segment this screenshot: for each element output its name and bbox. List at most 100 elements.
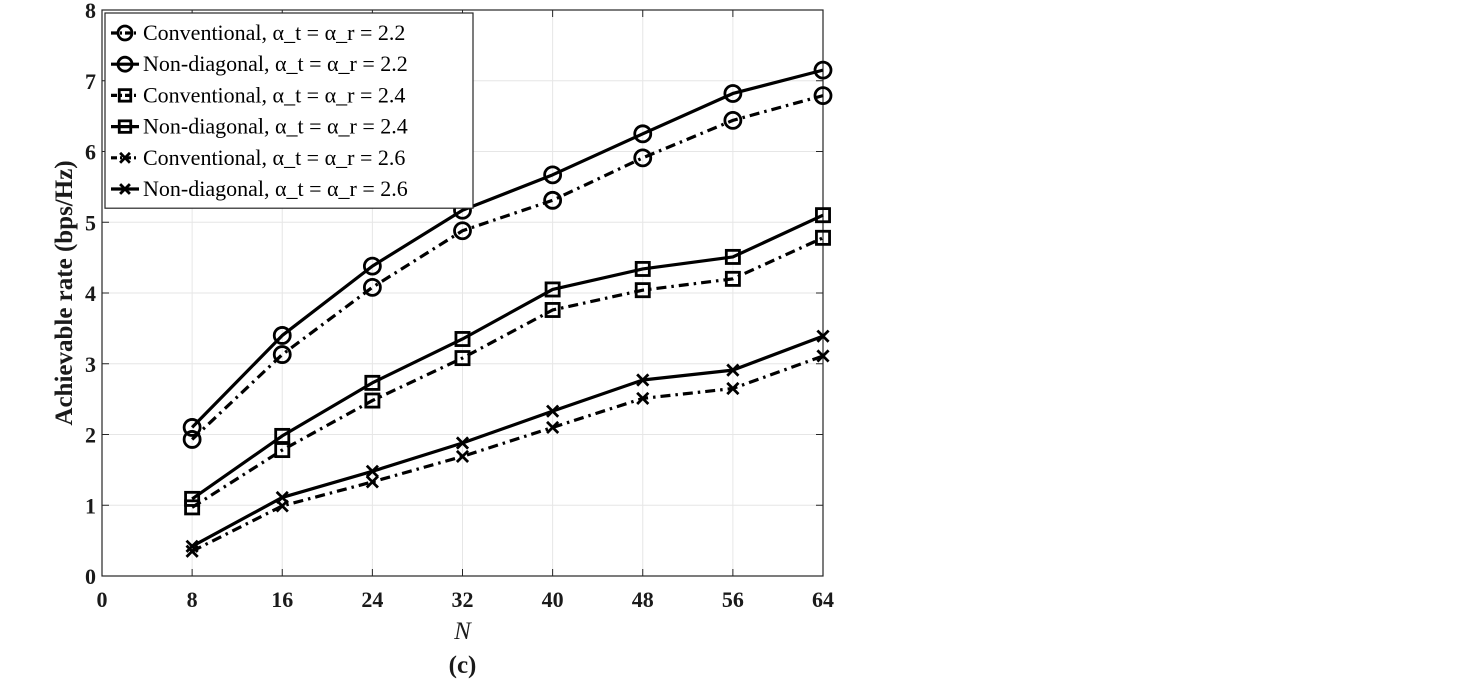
data-point [184,499,201,516]
data-point [455,449,470,464]
legend-marker [117,88,133,103]
x-tick-label: 40 [542,587,564,612]
legend-label: Non-diagonal, α_t = α_r = 2.6 [143,176,408,201]
data-point [365,475,379,489]
y-tick-label: 4 [85,281,96,306]
series-line-5 [191,334,824,548]
data-point [813,86,833,106]
data-point [636,373,650,387]
data-point [813,60,833,80]
legend-item-1: Non-diagonal, α_t = α_r = 2.2 [111,51,408,76]
x-tick-label: 8 [187,587,198,612]
data-point [724,270,741,287]
legend-label: Conventional, α_t = α_r = 2.4 [143,82,405,107]
data-point [453,221,472,241]
data-point [724,248,741,265]
series-2 [184,229,831,516]
data-point [723,110,743,130]
data-point [726,381,740,396]
data-point [633,148,653,168]
legend-marker [116,24,134,42]
data-point [185,544,199,558]
x-tick-label: 64 [812,587,834,612]
data-point [816,349,830,363]
series-line-3 [191,213,824,501]
data-point [723,84,743,103]
data-point [815,207,831,224]
legend-label: Non-diagonal, α_t = α_r = 2.2 [143,51,408,76]
data-point [544,281,561,298]
data-point [816,329,830,343]
x-tick-label: 48 [632,587,654,612]
legend-item-5: Non-diagonal, α_t = α_r = 2.6 [111,176,408,201]
data-point [272,345,292,364]
axes [101,9,824,577]
x-axis-label: N [453,618,472,645]
data-point [454,331,471,347]
legend-label: Non-diagonal, α_t = α_r = 2.4 [143,114,408,139]
series-3 [184,207,831,507]
data-point [634,260,651,277]
y-tick-labels: 0 1 2 3 4 5 6 7 8 [85,0,96,589]
data-point [543,165,563,185]
data-point [546,404,560,418]
y-tick-label: 8 [85,0,96,23]
legend-item-2: Conventional, α_t = α_r = 2.4 [111,82,405,107]
x-tick-labels: 0 8 16 24 32 40 48 56 64 [97,587,835,612]
data-point [364,374,381,391]
series-layer [182,60,833,558]
data-point [634,282,651,299]
y-tick-label: 0 [85,564,96,589]
series-5 [185,329,830,553]
data-point [272,326,292,345]
series-1 [182,60,833,437]
x-tick-label: 0 [97,587,108,612]
data-point [182,418,202,437]
legend-box [104,12,474,209]
x-tick-label: 24 [361,587,383,612]
y-axis-label: Achievable rate (bps/Hz) [51,160,78,425]
data-point [543,190,563,210]
legend-marker [116,55,134,73]
series-0 [182,86,833,449]
data-point [275,490,289,505]
data-point [633,124,653,144]
data-point [544,302,561,318]
data-point [274,427,291,444]
y-tick-label: 6 [85,140,96,165]
legend-item-4: Conventional, α_t = α_r = 2.6 [111,145,405,170]
data-point [182,430,202,449]
legend-item-0: Conventional, α_t = α_r = 2.2 [111,20,405,45]
data-point [455,436,470,450]
figure-caption: (c) [449,652,477,679]
data-point [184,490,201,507]
legend-marker [117,119,133,134]
data-point [454,350,471,367]
legend-label: Conventional, α_t = α_r = 2.2 [143,20,405,45]
data-point [726,363,740,377]
data-point [362,256,382,276]
y-tick-label: 7 [85,69,96,94]
y-tick-label: 5 [85,210,96,235]
data-point [815,229,831,246]
y-tick-label: 3 [85,352,96,377]
data-point [362,277,382,297]
legend-marker [119,183,131,195]
series-line-2 [191,236,824,509]
x-tick-label: 32 [452,587,474,612]
legend-item-3: Non-diagonal, α_t = α_r = 2.4 [111,114,408,139]
data-point [365,464,379,478]
legend-label: Conventional, α_t = α_r = 2.6 [143,145,405,170]
legend: Conventional, α_t = α_r = 2.2 Non-diagona… [104,12,474,209]
x-tick-label: 16 [271,587,293,612]
series-line-4 [191,354,824,553]
data-point [546,420,560,435]
series-line-0 [191,94,824,441]
x-tick-label: 56 [722,587,744,612]
data-point [364,392,381,409]
y-tick-label: 1 [85,493,96,518]
y-tick-label: 2 [85,423,96,448]
series-line-1 [190,68,824,429]
legend-marker [119,151,131,164]
